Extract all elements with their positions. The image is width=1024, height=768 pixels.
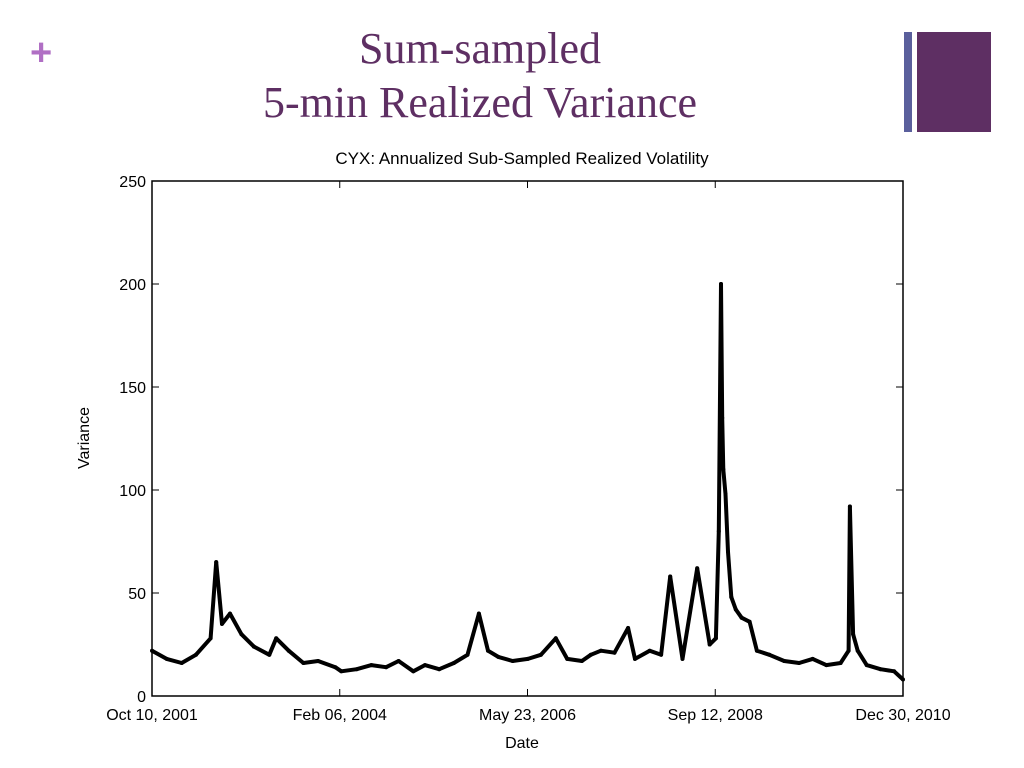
data-point	[510, 659, 515, 663]
data-point	[824, 663, 829, 668]
data-point	[633, 656, 637, 661]
x-axis: Oct 10, 2001 Feb 06, 2004 May 23, 2006 Sep …	[106, 181, 951, 724]
data-point	[239, 632, 244, 637]
series-line-0	[151, 282, 905, 681]
data-point	[150, 648, 154, 653]
data-point	[680, 656, 685, 661]
y-tick-label: 0	[137, 689, 146, 706]
data-point	[286, 648, 291, 653]
data-point	[747, 619, 752, 624]
data-point	[369, 663, 374, 668]
decorative-bar	[904, 32, 912, 132]
data-point	[659, 652, 664, 657]
data-point	[901, 677, 905, 682]
data-point	[486, 648, 490, 653]
data-point	[729, 595, 734, 600]
chart: CYX: Annualized Sub-Sampled Realized Vol…	[76, 149, 951, 752]
data-point	[598, 648, 603, 653]
data-point	[496, 654, 501, 659]
slide-title-line-2: 5-min Realized Variance	[262, 78, 698, 127]
series-layer	[150, 282, 905, 682]
y-tick-label: 150	[119, 380, 146, 397]
data-point	[251, 644, 256, 649]
data-point	[720, 415, 725, 420]
data-point	[612, 650, 617, 655]
data-point	[878, 667, 883, 672]
data-point	[588, 652, 593, 657]
data-point	[193, 652, 198, 657]
data-point	[721, 467, 726, 472]
plot-area-frame	[151, 180, 904, 697]
data-point	[739, 615, 744, 620]
data-point	[723, 492, 728, 497]
data-point	[707, 642, 712, 647]
data-point	[179, 661, 184, 665]
chart-title: CYX: Annualized Sub-Sampled Realized Vol…	[335, 149, 709, 168]
data-point	[864, 663, 869, 668]
x-axis-label: Date	[505, 735, 539, 752]
data-point	[339, 669, 344, 674]
data-point	[220, 621, 224, 626]
x-tick-label: Dec 30, 2010	[855, 707, 950, 724]
data-point	[797, 661, 802, 665]
data-point	[384, 665, 389, 670]
data-point	[396, 659, 401, 663]
y-axis: 0 50 100 150 200 250	[119, 174, 903, 706]
data-point	[695, 566, 700, 571]
data-point	[553, 636, 558, 641]
data-point	[354, 667, 359, 672]
slide-title: Sum-sampled 5-min Realized Variance	[150, 22, 810, 130]
decorative-block	[917, 32, 991, 132]
x-tick-label: May 23, 2006	[479, 707, 576, 724]
data-point	[716, 529, 721, 534]
data-point	[892, 669, 897, 674]
data-point	[228, 611, 232, 616]
data-point	[847, 504, 852, 509]
x-tick-label: Sep 12, 2008	[668, 707, 763, 724]
data-point	[274, 636, 279, 641]
data-point	[668, 574, 673, 579]
data-point	[525, 656, 530, 661]
data-point	[713, 636, 718, 641]
data-point	[451, 661, 456, 665]
data-point	[855, 648, 860, 653]
data-point	[626, 626, 631, 630]
y-tick-label: 200	[119, 277, 146, 294]
data-point	[267, 652, 272, 657]
plus-icon: +	[30, 32, 53, 74]
data-point	[411, 669, 416, 674]
y-tick-label: 100	[119, 483, 146, 500]
x-tick-label: Oct 10, 2001	[106, 707, 198, 724]
data-point	[465, 652, 470, 657]
data-point	[647, 648, 652, 653]
data-point	[767, 652, 772, 657]
data-point	[214, 560, 219, 565]
data-point	[538, 652, 543, 657]
data-point	[726, 549, 730, 554]
data-point	[565, 656, 570, 661]
data-point	[164, 656, 169, 661]
data-point	[719, 282, 723, 286]
data-point	[208, 636, 213, 641]
x-tick-label: Feb 06, 2004	[293, 707, 387, 724]
data-point	[810, 656, 815, 661]
slide-title-line-1: Sum-sampled	[359, 24, 601, 73]
data-point	[476, 611, 481, 616]
data-point	[782, 659, 787, 663]
data-point	[437, 667, 442, 672]
data-point	[316, 659, 321, 663]
data-point	[838, 661, 843, 665]
data-point	[754, 648, 759, 653]
data-point	[579, 659, 584, 663]
data-point	[422, 663, 427, 668]
data-point	[301, 661, 306, 665]
data-point	[333, 665, 338, 670]
y-tick-label: 50	[128, 586, 146, 603]
y-tick-label: 250	[119, 174, 146, 191]
data-point	[851, 632, 856, 637]
data-point	[846, 648, 851, 653]
y-axis-label: Variance	[76, 407, 93, 469]
data-point	[733, 607, 738, 612]
